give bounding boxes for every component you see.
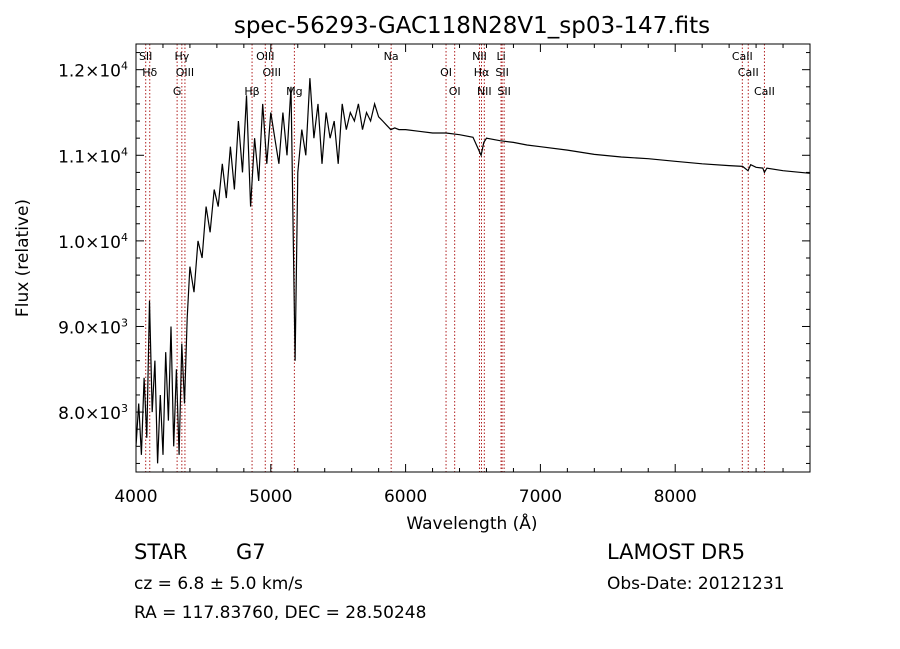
line-marker-label: Mg	[286, 85, 302, 98]
spectrum-line	[135, 78, 811, 464]
line-marker-label: Hδ	[142, 66, 157, 79]
observation-date: Obs-Date: 20121231	[607, 574, 785, 594]
y-tick-label: 9.0×103	[58, 316, 128, 338]
line-marker-label: Na	[384, 50, 399, 63]
line-marker-label: OI	[449, 85, 461, 98]
line-marker-label: CaII	[738, 66, 759, 79]
line-marker-label: OIII	[176, 66, 194, 79]
survey-name: LAMOST DR5	[607, 540, 746, 564]
ra-dec-coordinates: RA = 117.83760, DEC = 28.50248	[134, 603, 427, 623]
x-tick-label: 8000	[654, 487, 697, 507]
x-tick-label: 5000	[249, 487, 292, 507]
x-tick-label: 4000	[114, 487, 157, 507]
line-marker-label: SII	[497, 85, 510, 98]
line-marker-label: NII	[472, 50, 487, 63]
object-subclass: G7	[236, 540, 266, 564]
spectrum-series	[135, 78, 811, 464]
y-axis-label: Flux (relative)	[13, 199, 33, 317]
line-marker-label: Li	[496, 50, 505, 63]
line-markers	[145, 44, 765, 472]
line-marker-label: OI	[440, 66, 452, 79]
line-marker-label: OIII	[256, 50, 274, 63]
y-tick-label: 1.0×104	[58, 231, 128, 253]
line-marker-labels: SII Hδ G Hγ OIII Hβ OIII OIII Mg Na OI OI NII Hα NII Li…	[139, 50, 775, 98]
line-marker-label: OIII	[263, 66, 281, 79]
line-marker-label: CaII	[754, 85, 775, 98]
chart-title: spec-56293-GAC118N28V1_sp03-147.fits	[234, 13, 710, 39]
line-marker-label: SII	[139, 50, 152, 63]
plot-frame	[135, 43, 811, 473]
y-tick-label: 8.0×103	[58, 402, 128, 424]
redshift-cz: cz = 6.8 ± 5.0 km/s	[134, 574, 303, 594]
y-axis-ticks: 8.0×103 9.0×103 1.0×104 1.1×104 1.2×104	[58, 52, 810, 464]
x-axis-ticks: 4000 5000 6000 7000 8000	[114, 44, 784, 507]
y-tick-label: 1.1×104	[58, 145, 128, 167]
line-marker-label: SII	[495, 66, 508, 79]
x-tick-label: 6000	[384, 487, 427, 507]
x-axis-label: Wavelength (Å)	[406, 512, 537, 534]
line-marker-label: Hγ	[174, 50, 189, 63]
line-marker-label: Hβ	[244, 85, 259, 98]
line-marker-label: CaII	[732, 50, 753, 63]
line-marker-label: NII	[477, 85, 492, 98]
y-tick-label: 1.2×104	[58, 60, 128, 82]
line-marker-label: Hα	[474, 66, 490, 79]
line-marker-label: G	[173, 85, 182, 98]
x-tick-label: 7000	[519, 487, 562, 507]
object-class: STAR	[134, 540, 188, 564]
